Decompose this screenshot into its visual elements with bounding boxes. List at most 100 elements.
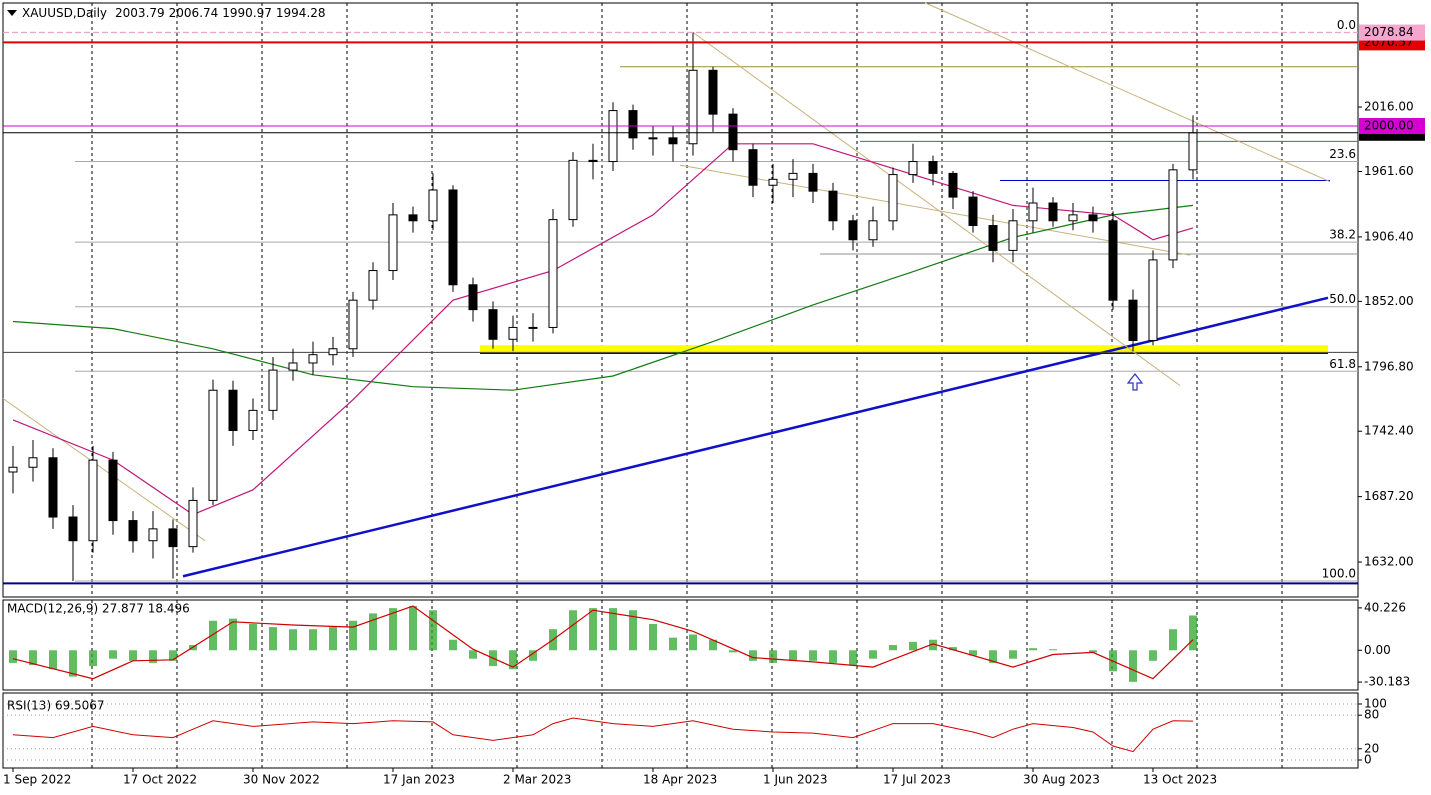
candle-body bbox=[1008, 220, 1018, 251]
histogram-bar bbox=[89, 650, 97, 667]
candle-body bbox=[308, 354, 318, 364]
x-tick-label: 13 Oct 2023 bbox=[1143, 773, 1217, 787]
ohlc-value: 2006.74 bbox=[169, 6, 219, 20]
y-tick-label: -30.183 bbox=[1364, 675, 1410, 689]
candle-body bbox=[1068, 214, 1078, 222]
y-tick-label: 40.226 bbox=[1364, 600, 1406, 614]
histogram-bar bbox=[1009, 650, 1017, 659]
y-tick-label: 0.00 bbox=[1364, 643, 1391, 657]
candle-body bbox=[268, 369, 278, 411]
price-label-box bbox=[1359, 24, 1425, 41]
histogram-bar bbox=[509, 650, 517, 670]
candle-body bbox=[708, 69, 718, 115]
candle-body bbox=[668, 137, 678, 145]
histogram-bar bbox=[1089, 650, 1097, 653]
price-label-box bbox=[1359, 117, 1425, 134]
y-tick-label: 1906.40 bbox=[1364, 229, 1414, 243]
histogram-bar bbox=[989, 650, 997, 663]
candle-body bbox=[288, 362, 298, 371]
candle-body bbox=[548, 219, 558, 328]
histogram-bar bbox=[29, 650, 37, 666]
fib-label: 61.8 bbox=[1329, 357, 1356, 371]
candle-body bbox=[328, 348, 338, 356]
candle-body bbox=[468, 284, 478, 311]
histogram-bar bbox=[749, 650, 757, 661]
candle-body bbox=[1088, 214, 1098, 222]
histogram-bar bbox=[569, 610, 577, 651]
histogram-bar bbox=[789, 650, 797, 661]
vertical-grid bbox=[91, 3, 1283, 768]
histogram-bar bbox=[969, 650, 977, 656]
price-label: 2000.00 bbox=[1364, 118, 1414, 132]
histogram-bar bbox=[889, 645, 897, 651]
histogram-bar bbox=[649, 623, 657, 651]
histogram-bar bbox=[1169, 629, 1177, 651]
candle-body bbox=[48, 457, 58, 518]
histogram-bar bbox=[1129, 650, 1137, 682]
histogram-bar bbox=[129, 650, 137, 661]
candle-body bbox=[688, 69, 698, 145]
candle-body bbox=[808, 172, 818, 192]
histogram-bar bbox=[49, 650, 57, 670]
candle-body bbox=[1188, 132, 1198, 171]
candle-body bbox=[928, 161, 938, 174]
histogram-bar bbox=[669, 637, 677, 651]
ohlc-value: 1990.97 bbox=[222, 6, 272, 20]
candle-body bbox=[8, 466, 18, 473]
histogram-bar bbox=[329, 627, 337, 651]
candle-body bbox=[1108, 220, 1118, 301]
trendline bbox=[924, 2, 1331, 183]
candle-body bbox=[28, 457, 38, 468]
x-tick-label: 17 Jul 2023 bbox=[883, 773, 951, 787]
x-tick-label: 30 Nov 2022 bbox=[243, 773, 320, 787]
candle-body bbox=[828, 190, 838, 222]
fib-label: 23.6 bbox=[1329, 147, 1356, 161]
zone bbox=[480, 345, 1328, 354]
candle-body bbox=[728, 113, 738, 151]
histogram-bar bbox=[909, 641, 917, 651]
y-tick-label: 1742.40 bbox=[1364, 424, 1414, 438]
candle-body bbox=[788, 172, 798, 180]
candle-body bbox=[1028, 202, 1038, 222]
histogram-bar bbox=[1189, 615, 1197, 651]
y-tick-label: 1687.20 bbox=[1364, 489, 1414, 503]
symbol: XAUUSD,Daily bbox=[22, 6, 107, 20]
y-tick-label: 1852.00 bbox=[1364, 294, 1414, 308]
histogram-bar bbox=[69, 650, 77, 677]
fib-label: 38.2 bbox=[1329, 228, 1356, 242]
trendline bbox=[692, 31, 1181, 386]
y-tick-label: 2016.00 bbox=[1364, 100, 1414, 114]
y-tick-label: 1632.00 bbox=[1364, 555, 1414, 569]
chart-header: XAUUSD,Daily 2003.79 2006.74 1990.97 1994.28 bbox=[22, 6, 326, 20]
histogram-bar bbox=[169, 650, 177, 661]
x-tick-label: 1 Sep 2022 bbox=[3, 773, 71, 787]
price-pane-border bbox=[2, 2, 1359, 598]
histogram-bar bbox=[349, 620, 357, 651]
histogram-bar bbox=[769, 650, 777, 663]
y-tick-label: 20 bbox=[1364, 741, 1379, 755]
candle-body bbox=[128, 520, 138, 542]
candle-body bbox=[108, 459, 118, 522]
candle-body bbox=[948, 172, 958, 198]
histogram-bar bbox=[469, 650, 477, 659]
histogram-bar bbox=[729, 650, 737, 653]
fib-label: 100.0 bbox=[1322, 567, 1356, 581]
candle-body bbox=[888, 174, 898, 222]
x-tick-label: 17 Oct 2022 bbox=[123, 773, 197, 787]
symbol-menu-icon[interactable] bbox=[7, 10, 17, 16]
candle-body bbox=[748, 149, 758, 186]
histogram-bar bbox=[529, 650, 537, 661]
indicator-line bbox=[12, 605, 1194, 680]
price-label: 2078.84 bbox=[1364, 25, 1414, 39]
candle-body bbox=[588, 159, 598, 163]
histogram-bar bbox=[609, 608, 617, 651]
histogram-bar bbox=[589, 608, 597, 651]
trendline bbox=[2, 398, 206, 542]
candle-body bbox=[1128, 299, 1138, 341]
histogram-bar bbox=[449, 639, 457, 651]
y-tick-label: 0 bbox=[1364, 752, 1372, 766]
histogram-bar bbox=[949, 647, 957, 651]
rsi-pane-border bbox=[2, 692, 1359, 769]
x-tick-label: 1 Jun 2023 bbox=[763, 773, 828, 787]
